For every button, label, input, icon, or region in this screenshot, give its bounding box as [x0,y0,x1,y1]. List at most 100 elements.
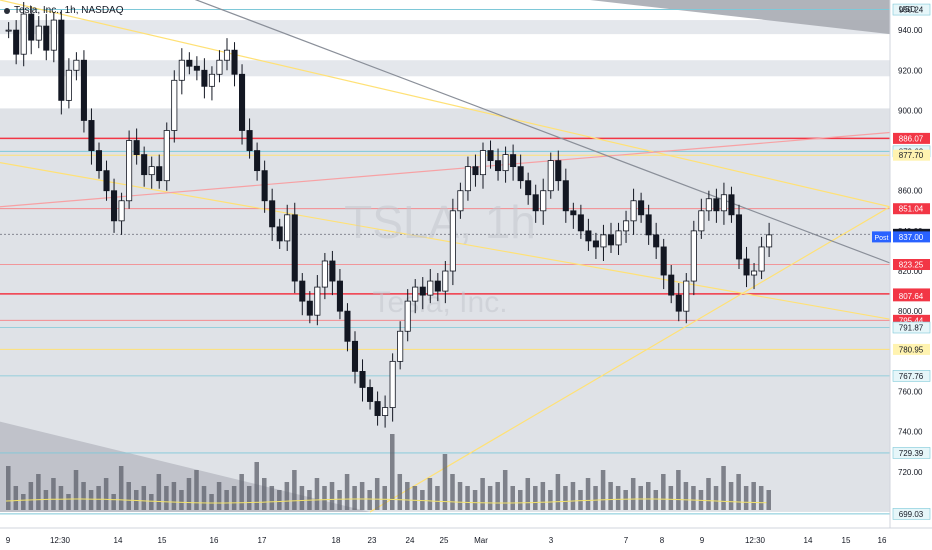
price-label-bg [892,3,931,16]
x-tick-label: 16 [878,536,887,545]
x-tick-label: 8 [660,536,665,545]
candle [351,340,359,372]
price-label: 851.04 [893,203,930,215]
candle [239,73,246,131]
volume-bar [314,478,320,510]
volume-bar [397,474,403,510]
price-label: 699.03 [892,508,931,520]
volume-bar [126,482,131,510]
x-tick-label: 3 [549,536,554,545]
candle [653,234,660,248]
price-label-bg [892,508,931,520]
candle [457,190,464,212]
volume-bar [284,482,290,510]
volume-bar [518,490,523,510]
candle [231,49,238,75]
candle [562,180,569,212]
candle [668,274,675,296]
status-dot-icon [4,7,10,14]
candle [592,240,599,248]
volume-bar [66,494,71,510]
volume-bar [427,478,433,510]
x-tick-label: 12:30 [50,536,71,545]
volume-bar [563,486,568,510]
candle [607,234,615,246]
shaded-triangle [0,421,370,512]
volume-bar [608,482,613,510]
x-tick-label: 14 [804,536,813,545]
y-tick-label: 760.00 [898,387,923,396]
candle [141,154,148,176]
volume-bar [73,470,79,510]
volume-bar [239,474,244,510]
volume-bar [638,486,643,510]
y-tick-label: 940.00 [898,26,923,35]
candle [156,166,163,182]
volume-bar [13,486,19,510]
volume-bar [435,486,440,510]
y-tick-label: 720.00 [898,468,923,477]
candle [540,190,547,212]
candle [186,59,193,67]
price-label-bg [892,447,931,459]
candle [751,270,758,276]
x-tick-label: 15 [158,536,167,545]
candle [690,230,697,282]
candle [223,49,231,61]
candle [382,407,389,416]
candle [35,25,42,41]
volume-bar [262,478,267,510]
volume-bar [96,486,101,510]
volume-bar [555,474,561,510]
price-label-bg [893,290,930,302]
candle [434,280,441,292]
x-tick-label: 17 [258,536,267,545]
candle [577,214,584,232]
candle [389,360,396,408]
volume-bar [646,482,651,510]
candle [50,19,57,51]
price-label-text: 729.39 [899,449,924,458]
candle [547,160,554,192]
price-label-text: 823.25 [899,261,924,270]
trend-line [369,206,891,513]
candle [95,150,103,172]
candle [178,59,185,81]
volume-bar [43,490,49,510]
currency-label: USD [899,5,916,14]
volume-bar [691,486,696,510]
volume-bar [728,482,734,510]
price-label-text: 780.95 [899,345,924,354]
candle [728,194,735,216]
price-label: 877.70 [893,149,930,161]
candle [171,79,178,131]
candle [645,214,652,236]
price-label: 729.39 [892,447,931,459]
candle [118,200,125,222]
volume-bar [6,466,11,510]
candle [758,246,765,272]
volume-bar [623,490,628,510]
candle [472,166,479,176]
candle [299,280,306,302]
candle [201,69,208,87]
price-label: 780.95 [893,343,930,355]
candle [374,401,381,416]
candle [570,210,577,216]
trend-line [0,162,891,320]
y-tick-label: 900.00 [898,106,923,115]
volume-bar [194,470,199,510]
x-tick-label: 16 [210,536,219,545]
post-market-tag: Post [874,235,888,242]
candle [306,300,313,316]
volume-bar [743,486,749,510]
candle [675,294,682,312]
candle [321,260,328,288]
price-label: 837.00 Post [872,231,930,243]
volume-bar [337,490,342,510]
candle [336,280,343,312]
volume-bar [254,462,259,510]
volume-bar [465,486,470,510]
